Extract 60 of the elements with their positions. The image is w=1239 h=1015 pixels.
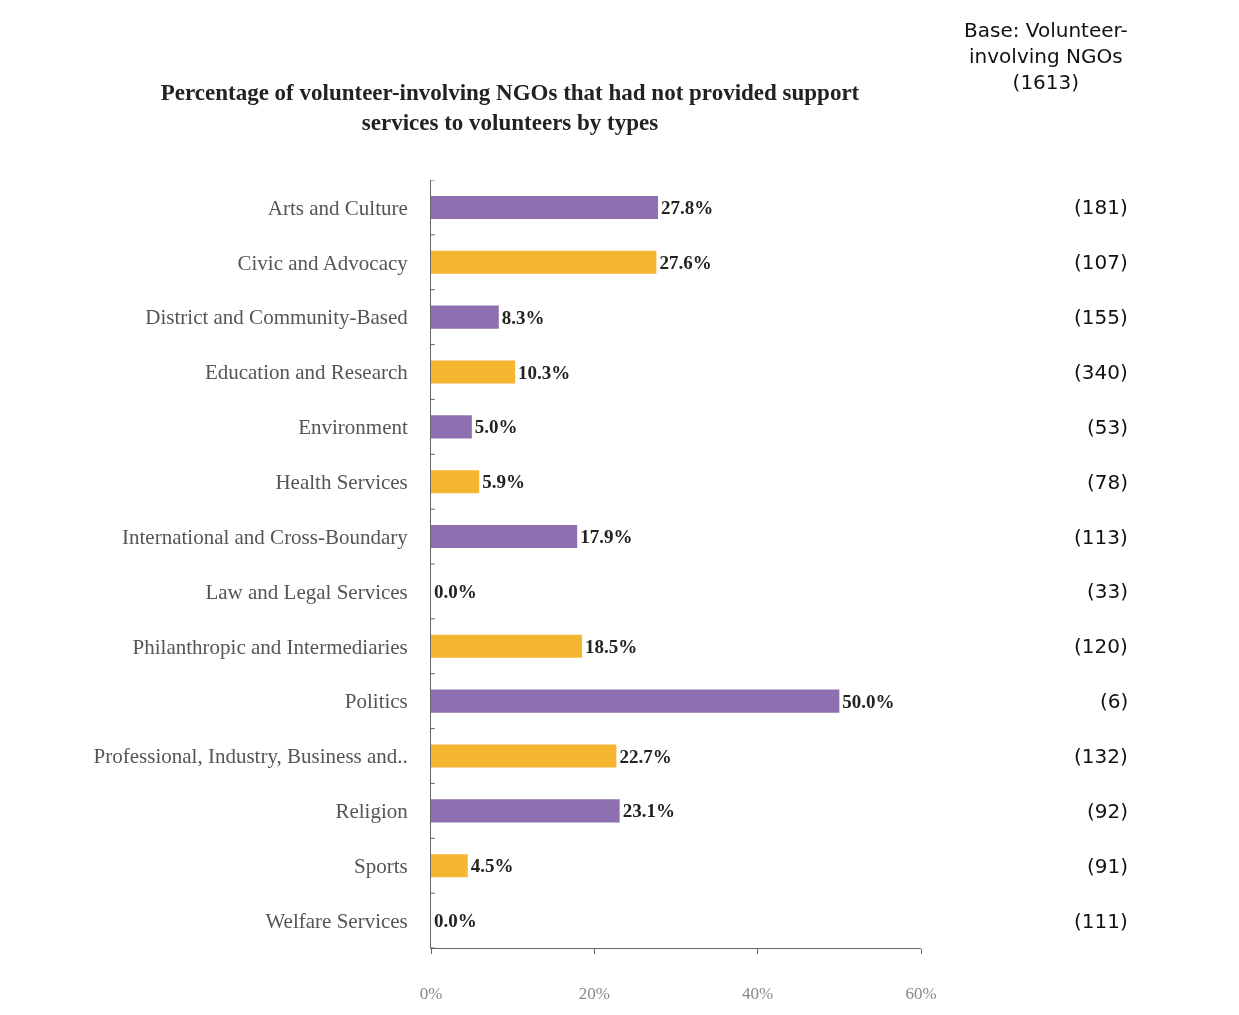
bar <box>431 689 840 713</box>
y-tick-label: Religion <box>335 799 409 824</box>
data-label: 10.3% <box>518 361 571 383</box>
bar <box>431 744 617 768</box>
bar <box>431 195 659 219</box>
data-label: 5.9% <box>482 471 525 493</box>
bar <box>431 415 472 439</box>
text: (132) <box>1074 744 1128 768</box>
bar <box>431 360 516 384</box>
y-tick-label: Arts and Culture <box>267 195 408 220</box>
bar <box>431 634 583 658</box>
bar <box>431 470 480 494</box>
text: (155) <box>1074 305 1128 329</box>
x-tick-label: 0% <box>419 984 443 1004</box>
x-tick-label: 60% <box>905 984 937 1004</box>
y-tick-label: Sports <box>354 854 408 879</box>
text: (53) <box>1087 415 1129 439</box>
data-label: 5.0% <box>474 416 518 438</box>
bar <box>431 525 578 549</box>
y-tick-label: Politics <box>344 689 408 714</box>
y-tick-label: Environment <box>298 415 408 440</box>
data-label: 22.7% <box>619 745 672 767</box>
data-label: 4.5% <box>470 855 514 877</box>
y-tick-label: District and Community-Based <box>145 305 409 330</box>
y-tick-label: Civic and Advocacy <box>237 250 409 275</box>
y-tick-label: Welfare Services <box>265 908 408 933</box>
text: (120) <box>1074 634 1128 658</box>
text: (91) <box>1087 854 1129 878</box>
text: (340) <box>1074 360 1128 384</box>
text: (111) <box>1074 909 1128 933</box>
data-label: 50.0% <box>842 690 895 712</box>
text: (6) <box>1100 689 1129 713</box>
data-label: 0.0% <box>434 910 477 932</box>
text: (92) <box>1087 799 1129 823</box>
y-tick-label: Health Services <box>275 470 408 495</box>
data-label: 17.9% <box>580 526 633 548</box>
data-label: 27.6% <box>659 251 712 273</box>
y-tick-label: International and Cross-Boundary <box>122 524 409 549</box>
chart-title: Percentage of volunteer-involving NGOs that had not provided support services to volunteers by types <box>160 80 860 135</box>
bar <box>431 305 499 329</box>
text: (113) <box>1074 525 1128 549</box>
bar <box>431 250 657 274</box>
bar <box>431 854 468 878</box>
data-label: 27.8% <box>661 196 714 218</box>
data-label: 8.3% <box>501 306 545 328</box>
text: (107) <box>1074 250 1128 274</box>
y-tick-label: Philanthropic and Intermediaries <box>132 634 408 659</box>
text: (78) <box>1087 470 1129 494</box>
x-tick-label: 20% <box>578 984 610 1004</box>
text: (181) <box>1074 195 1128 219</box>
y-tick-label: Law and Legal Services <box>205 579 408 604</box>
y-tick-label: Professional, Industry, Business and.. <box>93 744 408 769</box>
data-label: 18.5% <box>585 635 638 657</box>
x-tick-label: 40% <box>742 984 774 1004</box>
y-tick-label: Education and Research <box>204 360 409 385</box>
data-label: 23.1% <box>622 800 675 822</box>
data-label: 0.0% <box>434 580 477 602</box>
text: Base: Volunteer- involving NGOs (1613) <box>964 18 1128 94</box>
bar <box>431 799 620 823</box>
text: (33) <box>1087 579 1129 603</box>
